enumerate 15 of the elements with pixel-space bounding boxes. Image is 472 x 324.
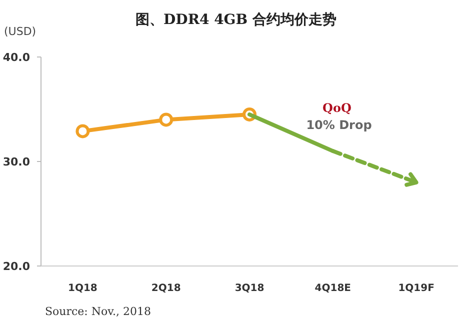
source-note: Source: Nov., 2018 <box>45 305 152 318</box>
x-tick-label: 1Q19F <box>398 283 434 294</box>
x-tick-label: 3Q18 <box>234 283 264 294</box>
x-tick-label: 1Q18 <box>68 283 98 294</box>
point <box>76 124 90 138</box>
annotation: 10% Drop <box>306 118 372 132</box>
x-tick-label: 4Q18E <box>314 283 352 294</box>
point <box>159 112 174 127</box>
y-tick-label: 40.0 <box>2 51 30 64</box>
chart-title: 图、DDR4 4GB 合约均价走势 <box>136 12 336 28</box>
y-tick-label: 20.0 <box>2 260 30 273</box>
y-tick-label: 30.0 <box>2 156 30 168</box>
x-tick-label: 2Q18 <box>151 283 181 294</box>
y-axis-title: (USD) <box>4 25 36 38</box>
annotation: QoQ <box>322 101 352 115</box>
